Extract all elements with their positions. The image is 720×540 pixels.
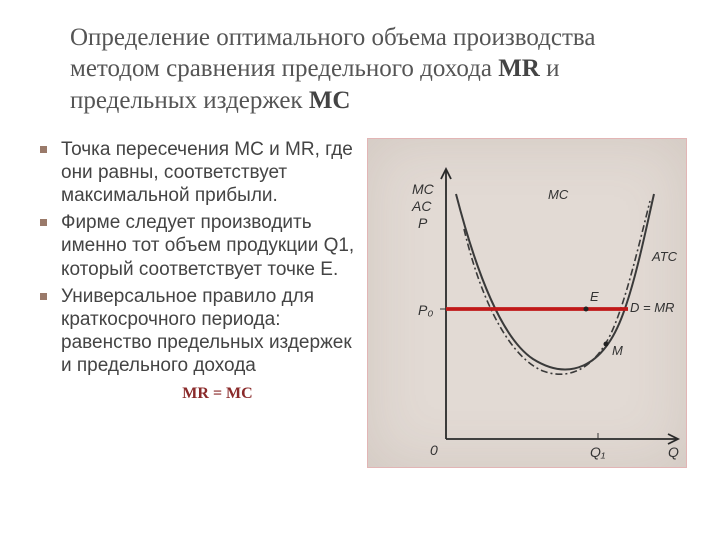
list-item: Точка пересечения MC и MR, где они равны…	[40, 138, 355, 208]
point-m	[604, 341, 609, 346]
left-column: Точка пересечения MC и MR, где они равны…	[40, 138, 355, 468]
content-row: Точка пересечения MC и MR, где они равны…	[0, 128, 720, 468]
q1-label: Q₁	[590, 444, 606, 460]
list-item: Фирме следует производить именно тот объ…	[40, 211, 355, 281]
list-item: Универсальное правило для краткосрочного…	[40, 285, 355, 378]
economics-chart: MC AC P P₀ 0 Q₁ Q MC ATC D = MR E M	[367, 138, 687, 468]
bullet-text: Универсальное правило для краткосрочного…	[61, 285, 355, 378]
title-bold-2: MC	[309, 87, 351, 114]
square-bullet-icon	[40, 219, 47, 226]
chart-svg: MC AC P P₀ 0 Q₁ Q MC ATC D = MR E M	[368, 139, 688, 469]
y-label-p: P	[418, 215, 428, 231]
m-point-label: M	[612, 343, 623, 358]
formula-text: MR = MC	[40, 385, 355, 403]
square-bullet-icon	[40, 146, 47, 153]
title-bold-1: MR	[498, 55, 540, 82]
bullet-text: Точка пересечения MC и MR, где они равны…	[61, 138, 355, 208]
square-bullet-icon	[40, 293, 47, 300]
slide-title: Определение оптимального объема производ…	[0, 0, 720, 128]
bullet-list: Точка пересечения MC и MR, где они равны…	[40, 138, 355, 378]
y-label-ac: AC	[411, 198, 432, 214]
x-axis-label: Q	[668, 444, 679, 460]
y-label-mc: MC	[412, 181, 435, 197]
mr-curve-label: D = MR	[630, 300, 674, 315]
atc-curve-label: ATC	[651, 249, 678, 264]
p0-label: P₀	[418, 302, 433, 318]
origin-label: 0	[430, 442, 438, 458]
atc-curve	[456, 194, 654, 369]
mc-curve-label: MC	[548, 187, 569, 202]
e-point-label: E	[590, 289, 599, 304]
point-e	[584, 306, 589, 311]
bullet-text: Фирме следует производить именно тот объ…	[61, 211, 355, 281]
